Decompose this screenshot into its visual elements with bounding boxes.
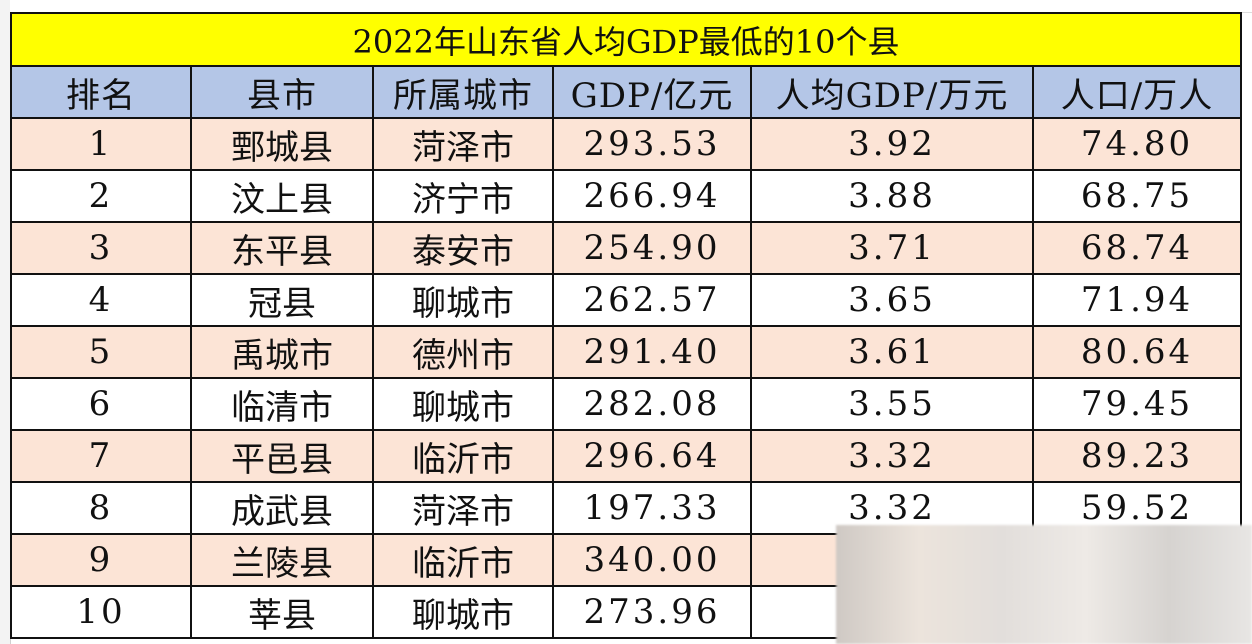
cell-county[interactable]: 莘县 bbox=[190, 585, 374, 639]
cell-county[interactable]: 平邑县 bbox=[190, 429, 374, 483]
cell-city[interactable]: 德州市 bbox=[372, 325, 554, 379]
cell-rank[interactable]: 5 bbox=[10, 325, 192, 379]
table-row: 5 禹城市 德州市 291.40 3.61 80.64 bbox=[10, 325, 1243, 379]
cell-rank[interactable]: 10 bbox=[10, 585, 192, 639]
blurred-overlay bbox=[836, 525, 1252, 644]
cell-gdp-per-capita[interactable]: 3.92 bbox=[750, 117, 1034, 171]
cell-gdp[interactable]: 273.96 bbox=[552, 585, 752, 639]
cell-population[interactable]: 68.75 bbox=[1031, 169, 1243, 223]
cell-gdp[interactable]: 291.40 bbox=[552, 325, 752, 379]
cell-population[interactable]: 80.64 bbox=[1031, 325, 1243, 379]
cell-city[interactable]: 聊城市 bbox=[372, 585, 554, 639]
cell-gdp-per-capita[interactable]: 3.65 bbox=[750, 273, 1034, 327]
table-row: 2 汶上县 济宁市 266.94 3.88 68.75 bbox=[10, 169, 1243, 223]
cell-county[interactable]: 东平县 bbox=[190, 221, 374, 275]
cell-county[interactable]: 禹城市 bbox=[190, 325, 374, 379]
header-rank[interactable]: 排名 bbox=[10, 65, 192, 119]
cell-population[interactable]: 68.74 bbox=[1031, 221, 1243, 275]
cell-gdp[interactable]: 266.94 bbox=[552, 169, 752, 223]
table-row: 8 成武县 菏泽市 197.33 3.32 59.52 bbox=[10, 481, 1243, 535]
table-row: 3 东平县 泰安市 254.90 3.71 68.74 bbox=[10, 221, 1243, 275]
cell-city[interactable]: 临沂市 bbox=[372, 429, 554, 483]
cell-gdp-per-capita[interactable]: 3.55 bbox=[750, 377, 1034, 431]
cell-county[interactable]: 冠县 bbox=[190, 273, 374, 327]
cell-gdp[interactable]: 282.08 bbox=[552, 377, 752, 431]
cell-rank[interactable]: 8 bbox=[10, 481, 192, 535]
cell-city[interactable]: 菏泽市 bbox=[372, 481, 554, 535]
cell-gdp[interactable]: 197.33 bbox=[552, 481, 752, 535]
table-row: 4 冠县 聊城市 262.57 3.65 71.94 bbox=[10, 273, 1243, 327]
cell-population[interactable]: 71.94 bbox=[1031, 273, 1243, 327]
cell-gdp[interactable]: 296.64 bbox=[552, 429, 752, 483]
cell-county[interactable]: 汶上县 bbox=[190, 169, 374, 223]
table-row: 7 平邑县 临沂市 296.64 3.32 89.23 bbox=[10, 429, 1243, 483]
cell-rank[interactable]: 7 bbox=[10, 429, 192, 483]
cell-rank[interactable]: 4 bbox=[10, 273, 192, 327]
cell-population[interactable]: 89.23 bbox=[1031, 429, 1243, 483]
cell-rank[interactable]: 2 bbox=[10, 169, 192, 223]
cell-gdp-per-capita[interactable]: 3.61 bbox=[750, 325, 1034, 379]
header-city[interactable]: 所属城市 bbox=[372, 65, 554, 119]
cell-city[interactable]: 聊城市 bbox=[372, 273, 554, 327]
cell-county[interactable]: 成武县 bbox=[190, 481, 374, 535]
table-row: 6 临清市 聊城市 282.08 3.55 79.45 bbox=[10, 377, 1243, 431]
cell-county[interactable]: 鄄城县 bbox=[190, 117, 374, 171]
cell-population[interactable]: 79.45 bbox=[1031, 377, 1243, 431]
cell-city[interactable]: 临沂市 bbox=[372, 533, 554, 587]
cell-city[interactable]: 菏泽市 bbox=[372, 117, 554, 171]
cell-gdp-per-capita[interactable]: 3.32 bbox=[750, 429, 1034, 483]
cell-gdp-per-capita[interactable]: 3.71 bbox=[750, 221, 1034, 275]
cell-county[interactable]: 兰陵县 bbox=[190, 533, 374, 587]
cell-gdp[interactable]: 293.53 bbox=[552, 117, 752, 171]
table-title[interactable]: 2022年山东省人均GDP最低的10个县 bbox=[9, 12, 1243, 67]
cell-city[interactable]: 聊城市 bbox=[372, 377, 554, 431]
cell-gdp-per-capita[interactable]: 3.88 bbox=[750, 169, 1034, 223]
header-gdp-per-capita[interactable]: 人均GDP/万元 bbox=[750, 65, 1034, 119]
table-row: 1 鄄城县 菏泽市 293.53 3.92 74.80 bbox=[10, 117, 1243, 171]
cell-gdp[interactable]: 262.57 bbox=[552, 273, 752, 327]
cell-city[interactable]: 济宁市 bbox=[372, 169, 554, 223]
cell-city[interactable]: 泰安市 bbox=[372, 221, 554, 275]
header-gdp[interactable]: GDP/亿元 bbox=[552, 65, 752, 119]
header-county[interactable]: 县市 bbox=[190, 65, 374, 119]
cell-gdp[interactable]: 254.90 bbox=[552, 221, 752, 275]
cell-gdp[interactable]: 340.00 bbox=[552, 533, 752, 587]
cell-county[interactable]: 临清市 bbox=[190, 377, 374, 431]
cell-rank[interactable]: 3 bbox=[10, 221, 192, 275]
cell-rank[interactable]: 9 bbox=[10, 533, 192, 587]
cell-rank[interactable]: 6 bbox=[10, 377, 192, 431]
cell-population[interactable]: 74.80 bbox=[1031, 117, 1243, 171]
cell-rank[interactable]: 1 bbox=[10, 117, 192, 171]
header-population[interactable]: 人口/万人 bbox=[1031, 65, 1243, 119]
